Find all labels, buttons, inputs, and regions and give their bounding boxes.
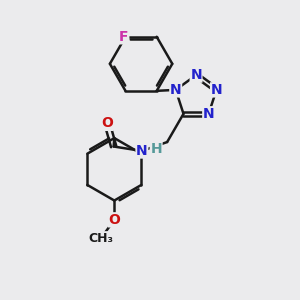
Text: N: N bbox=[203, 107, 214, 121]
Text: H: H bbox=[150, 142, 162, 156]
Text: N: N bbox=[170, 83, 182, 97]
Text: O: O bbox=[101, 116, 113, 130]
Text: N: N bbox=[190, 68, 202, 82]
Text: N: N bbox=[211, 83, 222, 97]
Text: CH₃: CH₃ bbox=[88, 232, 113, 245]
Text: O: O bbox=[108, 213, 120, 227]
Text: F: F bbox=[119, 30, 129, 44]
Text: N: N bbox=[136, 144, 148, 158]
